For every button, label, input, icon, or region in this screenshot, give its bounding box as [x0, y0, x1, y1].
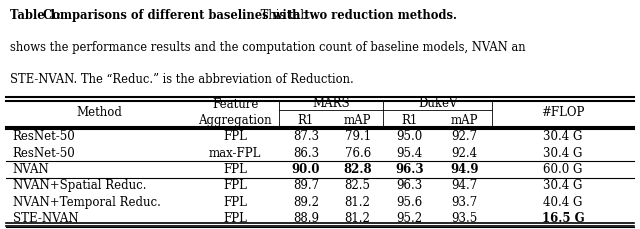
Text: ResNet-50: ResNet-50	[13, 131, 76, 144]
Text: 40.4 G: 40.4 G	[543, 196, 583, 209]
Text: 95.6: 95.6	[396, 196, 422, 209]
Text: 92.7: 92.7	[451, 131, 477, 144]
Text: Table 1:: Table 1:	[10, 9, 65, 22]
Text: 81.2: 81.2	[345, 212, 371, 225]
Text: shows the performance results and the computation count of baseline models, NVAN: shows the performance results and the co…	[10, 41, 525, 54]
Text: 30.4 G: 30.4 G	[543, 147, 583, 160]
Text: 30.4 G: 30.4 G	[543, 179, 583, 192]
Text: 96.3: 96.3	[395, 163, 424, 176]
Text: mAP: mAP	[451, 114, 478, 127]
Text: 93.5: 93.5	[451, 212, 477, 225]
Text: 96.3: 96.3	[396, 179, 422, 192]
Text: #FLOP: #FLOP	[541, 106, 585, 119]
Text: This tab: This tab	[257, 9, 308, 22]
Text: 86.3: 86.3	[293, 147, 319, 160]
Text: 82.8: 82.8	[343, 163, 372, 176]
Text: 92.4: 92.4	[451, 147, 477, 160]
Text: NVAN: NVAN	[13, 163, 49, 176]
Text: NVAN+Spatial Reduc.: NVAN+Spatial Reduc.	[13, 179, 146, 192]
Text: ResNet-50: ResNet-50	[13, 147, 76, 160]
Text: 90.0: 90.0	[292, 163, 320, 176]
Text: 82.5: 82.5	[344, 179, 371, 192]
Text: 76.6: 76.6	[344, 147, 371, 160]
Text: 89.7: 89.7	[293, 179, 319, 192]
Text: NVAN+Temporal Reduc.: NVAN+Temporal Reduc.	[13, 196, 161, 209]
Text: 16.5 G: 16.5 G	[541, 212, 584, 225]
Text: R1: R1	[401, 114, 417, 127]
Text: FPL: FPL	[223, 163, 247, 176]
Text: max-FPL: max-FPL	[209, 147, 262, 160]
Text: FPL: FPL	[223, 196, 247, 209]
Text: 94.9: 94.9	[450, 163, 479, 176]
Text: STE-NVAN: STE-NVAN	[13, 212, 78, 225]
Text: 87.3: 87.3	[293, 131, 319, 144]
Text: Feature
Aggregation: Feature Aggregation	[198, 98, 272, 127]
Text: 95.0: 95.0	[396, 131, 422, 144]
Text: MARS: MARS	[312, 97, 350, 109]
Text: FPL: FPL	[223, 212, 247, 225]
Text: 81.2: 81.2	[345, 196, 371, 209]
Text: FPL: FPL	[223, 131, 247, 144]
Text: 93.7: 93.7	[451, 196, 477, 209]
Text: 95.2: 95.2	[396, 212, 422, 225]
Text: DukeV: DukeV	[418, 97, 458, 109]
Text: 30.4 G: 30.4 G	[543, 131, 583, 144]
Text: 89.2: 89.2	[293, 196, 319, 209]
Text: mAP: mAP	[344, 114, 371, 127]
Text: Comparisons of different baselines with two reduction methods.: Comparisons of different baselines with …	[43, 9, 457, 22]
Text: 95.4: 95.4	[396, 147, 422, 160]
Text: STE-NVAN. The “Reduc.” is the abbreviation of Reduction.: STE-NVAN. The “Reduc.” is the abbreviati…	[10, 73, 353, 86]
Text: R1: R1	[298, 114, 314, 127]
Text: 79.1: 79.1	[344, 131, 371, 144]
Text: 60.0 G: 60.0 G	[543, 163, 583, 176]
Text: 88.9: 88.9	[293, 212, 319, 225]
Text: FPL: FPL	[223, 179, 247, 192]
Text: 94.7: 94.7	[451, 179, 477, 192]
Text: Method: Method	[76, 106, 122, 119]
